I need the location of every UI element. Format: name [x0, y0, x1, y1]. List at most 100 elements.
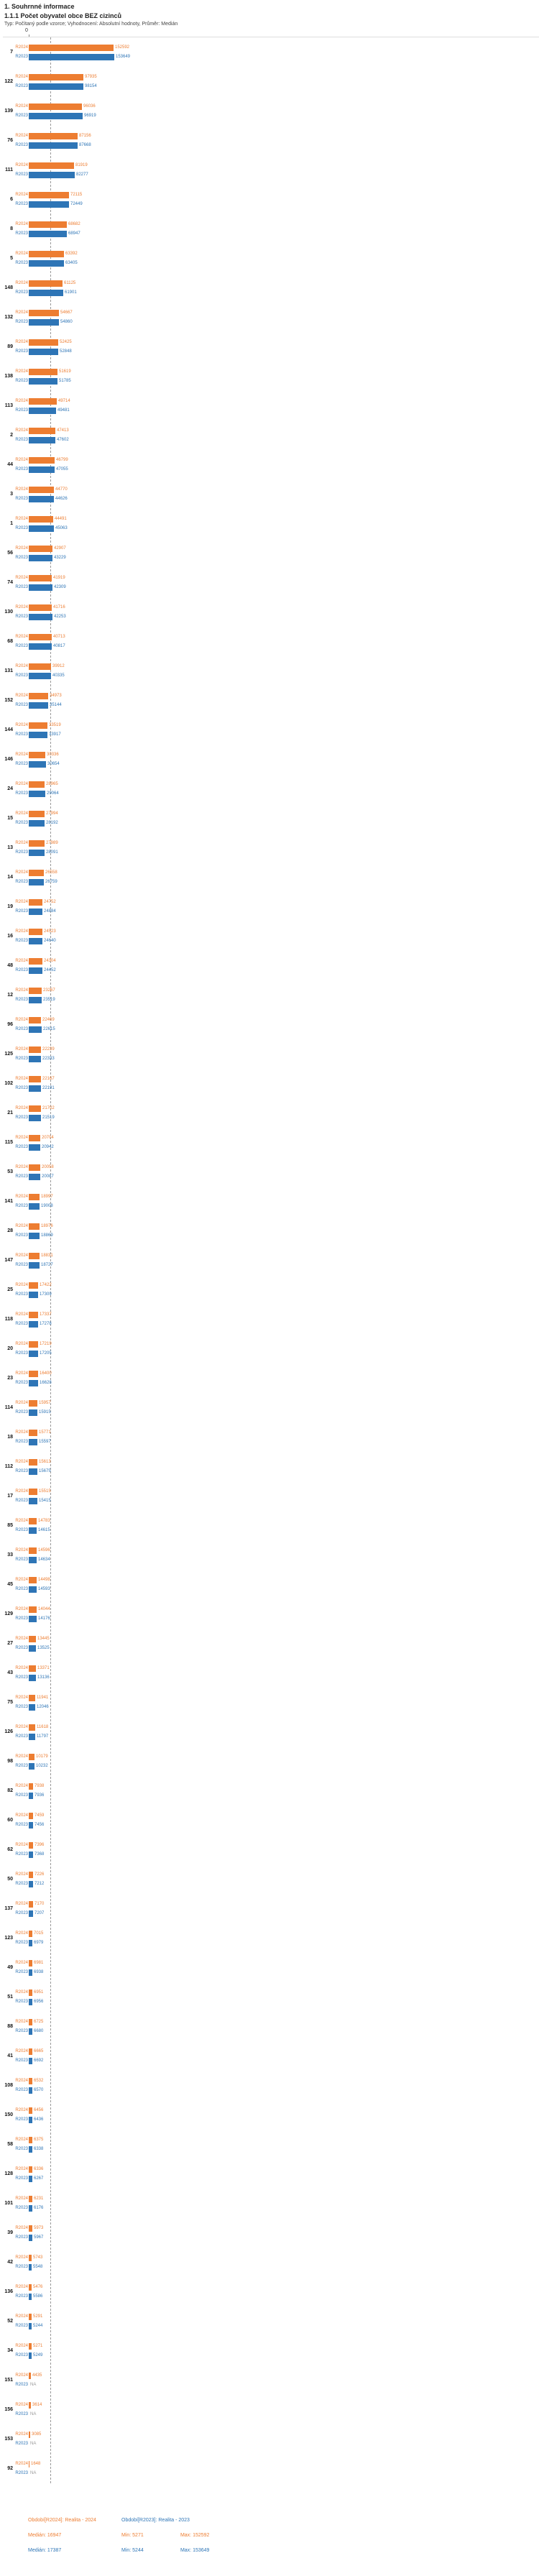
bar-r2024[interactable]: [29, 2313, 32, 2320]
bar-r2023[interactable]: [29, 436, 55, 443]
bar-r2024[interactable]: [29, 1576, 37, 1583]
bar-r2023[interactable]: [29, 1527, 37, 1534]
bar-r2024[interactable]: [29, 427, 55, 434]
bar-r2024[interactable]: [29, 1989, 32, 1996]
bar-r2023[interactable]: [29, 1261, 40, 1269]
bar-r2024[interactable]: [29, 2195, 32, 2202]
bar-r2024[interactable]: [29, 1753, 34, 1760]
bar-r2023[interactable]: [29, 1880, 33, 1887]
bar-r2023[interactable]: [29, 731, 47, 738]
bar-r2023[interactable]: [29, 1969, 32, 1976]
bar-r2024[interactable]: [29, 1429, 37, 1436]
bar-r2024[interactable]: [29, 1606, 37, 1613]
bar-r2024[interactable]: [29, 1458, 37, 1466]
bar-r2024[interactable]: [29, 957, 42, 965]
bar-r2024[interactable]: [29, 1399, 37, 1407]
bar-r2024[interactable]: [29, 840, 45, 847]
bar-r2023[interactable]: [29, 2087, 32, 2094]
bar-r2024[interactable]: [29, 44, 114, 51]
bar-r2024[interactable]: [29, 73, 83, 80]
bar-r2023[interactable]: [29, 2028, 32, 2035]
bar-r2024[interactable]: [29, 1900, 33, 1908]
bar-r2023[interactable]: [29, 702, 48, 709]
bar-r2024[interactable]: [29, 2431, 30, 2438]
bar-r2024[interactable]: [29, 1812, 33, 1819]
bar-r2024[interactable]: [29, 1046, 41, 1053]
bar-r2023[interactable]: [29, 2263, 32, 2271]
bar-r2024[interactable]: [29, 250, 64, 257]
bar-r2024[interactable]: [29, 1340, 38, 1348]
bar-r2023[interactable]: [29, 495, 54, 502]
bar-r2023[interactable]: [29, 1409, 37, 1416]
bar-r2024[interactable]: [29, 663, 51, 670]
bar-r2023[interactable]: [29, 1674, 36, 1681]
bar-r2024[interactable]: [29, 1841, 33, 1849]
bar-r2023[interactable]: [29, 1703, 35, 1711]
bar-r2023[interactable]: [29, 2322, 32, 2329]
bar-r2023[interactable]: [29, 584, 52, 591]
bar-r2024[interactable]: [29, 280, 63, 287]
bar-r2023[interactable]: [29, 790, 45, 797]
bar-r2023[interactable]: [29, 112, 83, 119]
bar-r2023[interactable]: [29, 230, 67, 237]
bar-r2023[interactable]: [29, 53, 114, 60]
bar-r2024[interactable]: [29, 1193, 40, 1200]
bar-r2023[interactable]: [29, 2352, 32, 2359]
bar-r2024[interactable]: [29, 1223, 40, 1230]
bar-r2024[interactable]: [29, 1252, 40, 1259]
bar-r2023[interactable]: [29, 466, 55, 473]
bar-r2024[interactable]: [29, 339, 58, 346]
bar-r2024[interactable]: [29, 1782, 33, 1790]
bar-r2024[interactable]: [29, 987, 42, 994]
bar-r2024[interactable]: [29, 2077, 32, 2084]
bar-r2023[interactable]: [29, 2057, 32, 2064]
bar-r2023[interactable]: [29, 1821, 33, 1828]
bar-r2024[interactable]: [29, 2225, 32, 2232]
bar-r2024[interactable]: [29, 1517, 37, 1524]
bar-r2024[interactable]: [29, 1016, 41, 1024]
bar-r2024[interactable]: [29, 2372, 31, 2379]
bar-r2024[interactable]: [29, 1105, 41, 1112]
bar-r2024[interactable]: [29, 869, 44, 876]
bar-r2023[interactable]: [29, 2175, 32, 2182]
bar-r2023[interactable]: [29, 967, 42, 974]
bar-r2023[interactable]: [29, 1792, 33, 1799]
bar-r2024[interactable]: [29, 456, 55, 464]
bar-r2024[interactable]: [29, 1724, 35, 1731]
bar-r2023[interactable]: [29, 1320, 38, 1328]
bar-r2024[interactable]: [29, 781, 45, 788]
bar-r2024[interactable]: [29, 1694, 35, 1701]
bar-r2023[interactable]: [29, 2293, 32, 2300]
bar-r2024[interactable]: [29, 1547, 37, 1554]
bar-r2023[interactable]: [29, 1586, 37, 1593]
bar-r2023[interactable]: [29, 1173, 40, 1180]
bar-r2024[interactable]: [29, 1488, 37, 1495]
bar-r2024[interactable]: [29, 2401, 31, 2409]
bar-r2023[interactable]: [29, 348, 58, 355]
bar-r2023[interactable]: [29, 1644, 36, 1652]
bar-r2023[interactable]: [29, 1379, 38, 1386]
bar-r2023[interactable]: [29, 760, 46, 768]
bar-r2023[interactable]: [29, 2116, 32, 2123]
bar-r2024[interactable]: [29, 692, 48, 699]
bar-r2024[interactable]: [29, 368, 57, 375]
bar-r2024[interactable]: [29, 2018, 32, 2025]
bar-r2023[interactable]: [29, 1910, 33, 1917]
bar-r2023[interactable]: [29, 1085, 41, 1092]
bar-r2024[interactable]: [29, 2283, 32, 2291]
bar-r2024[interactable]: [29, 1164, 40, 1171]
bar-r2024[interactable]: [29, 1311, 38, 1318]
bar-r2024[interactable]: [29, 1871, 33, 1878]
bar-r2023[interactable]: [29, 525, 54, 532]
bar-r2023[interactable]: [29, 1350, 38, 1357]
bar-r2023[interactable]: [29, 1497, 37, 1504]
bar-r2023[interactable]: [29, 1615, 37, 1622]
bar-r2023[interactable]: [29, 878, 44, 886]
bar-r2024[interactable]: [29, 2342, 32, 2350]
bar-r2023[interactable]: [29, 1998, 32, 2005]
bar-r2024[interactable]: [29, 2136, 32, 2143]
bar-r2023[interactable]: [29, 1232, 40, 1239]
bar-r2023[interactable]: [29, 1055, 41, 1062]
bar-r2023[interactable]: [29, 377, 57, 385]
bar-r2023[interactable]: [29, 2204, 32, 2212]
